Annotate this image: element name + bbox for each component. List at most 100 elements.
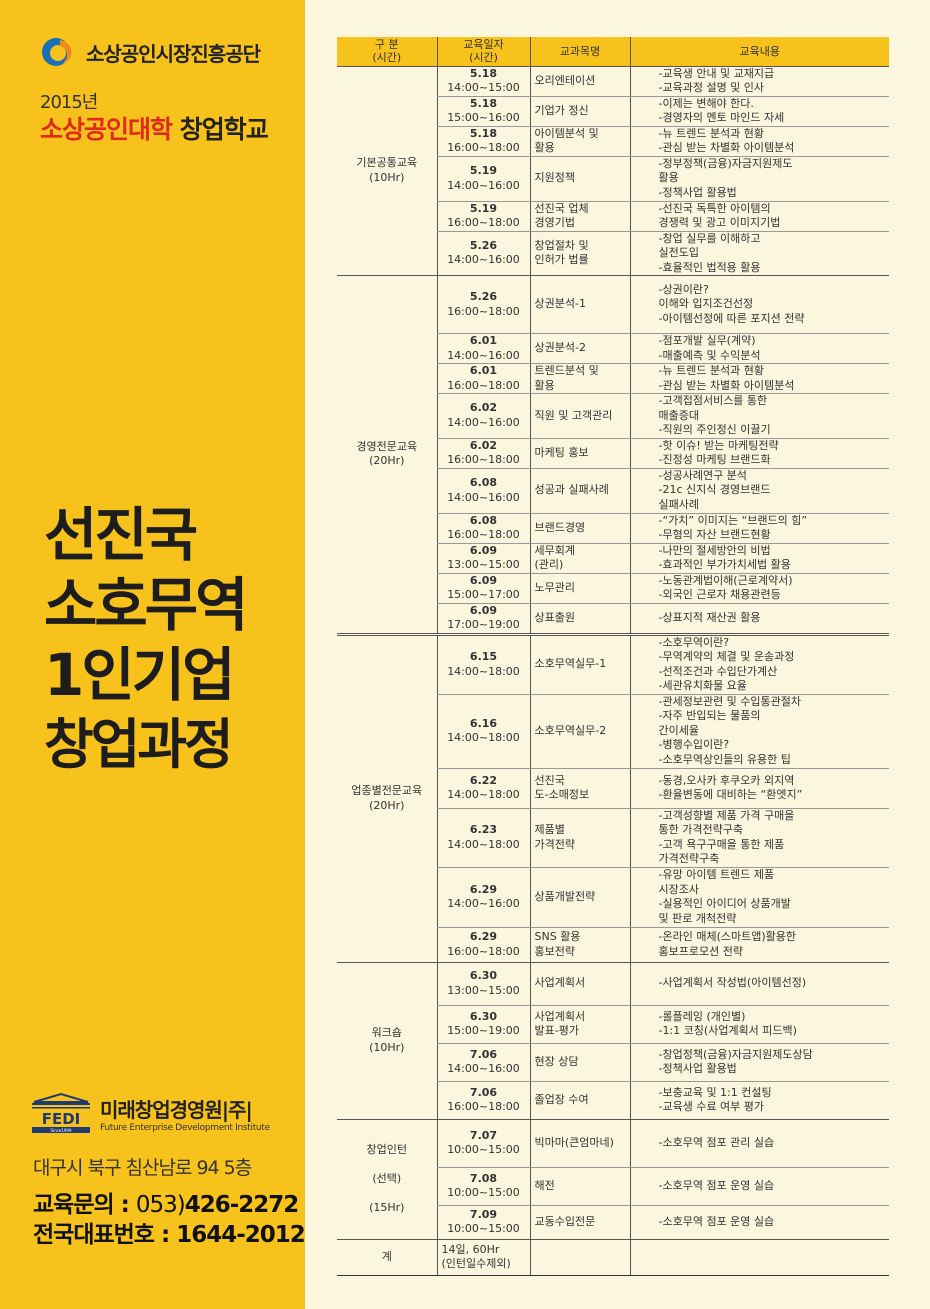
date-cell: 7.06 16:00~18:00 [436,1081,530,1120]
date-cell: 6.01 14:00~16:00 [436,333,530,364]
subject-cell: 사업계획서 발표-평가 [529,1005,630,1044]
content-cell: -동경,오사카 후쿠오카 외지역 -환율변동에 대비하는 “환엣지” [629,768,889,809]
content-cell: -온라인 매체(스마트앱)활용한 홍보프로모션 전략 [629,927,889,963]
rep-number-value: 1644-2012 [176,1222,306,1248]
rep-label: 전국대표번호 : [33,1222,177,1248]
time: 10:00~15:00 [447,1222,520,1235]
subject-cell: 직원 및 고객관리 [529,393,630,439]
date: 6.08 [469,476,498,489]
table-row: 5.19 14:00~16:00 지원정책 -정부정책(금융)자금지원제도 활용 -정… [337,156,889,202]
time: 13:00~15:00 [447,558,520,571]
table-row: 기본공통교육 (10Hr) 5.18 14:00~15:00 오리엔테이션 -교육생 안… [337,66,889,276]
subject-cell: 노무관리 [529,573,630,604]
date-cell: 6.09 17:00~19:00 [436,603,530,636]
subject-cell: 성공과 실패사례 [529,468,630,514]
year-label: 2015년 [40,92,98,113]
content-cell: -점포개발 실무(계약) -매출예측 및 수익분석 [629,333,889,364]
edu-number: 426-2272 [184,1192,300,1218]
date-cell: 6.23 14:00~18:00 [436,808,530,868]
date: 7.06 [469,1047,498,1061]
table-row: 7.06 14:00~16:00 현장 상담 -창업정책(금융)자금지원제도상담 -정… [337,1043,889,1082]
content-cell: -관세정보관련 및 수입통관절차 -자주 반입되는 물품의 간이세율 -병행수입… [629,694,889,769]
school-name-red: 소상공인대학 [40,115,173,144]
time: 14:00~18:00 [447,731,520,744]
table-row: 6.22 14:00~18:00 선진국 도-소매정보 -동경,오사카 후쿠오카 외지… [337,768,889,809]
rep-number: 전국대표번호 : 1644-2012 [33,1215,306,1249]
content-cell: -소호무역 점포 운영 실습 [629,1205,889,1240]
date-cell: 6.15 14:00~18:00 [436,634,530,695]
subject-cell: 선진국 도-소매정보 [529,768,630,809]
table-row: 7.08 10:00~15:00 해전 -소호무역 점포 운영 실습 [337,1167,889,1206]
table-header: 구 분 (시간) 교육일자 (시간) 교과목명 교육내용 [337,37,889,67]
date-cell: 6.02 14:00~16:00 [436,393,530,439]
time: 13:00~15:00 [447,983,520,997]
time: 14:00~18:00 [447,788,520,801]
date-cell: 5.18 16:00~18:00 [436,126,530,157]
date: 6.01 [469,364,498,377]
subject-cell: 세무회계 (관리) [529,543,630,574]
content-cell: -고객접점서비스를 통한 매출증대 -직원의 주인정신 이끌기 [629,393,889,439]
table-row: 워크숍 (10Hr) 6.30 13:00~15:00 사업계획서 -사업계획서 작성법… [337,962,889,1120]
date-cell: 6.08 14:00~16:00 [436,468,530,514]
fedi-building-icon: FEDI Since1999 [32,1092,90,1133]
category-cell: 워크숍 (10Hr) [337,962,437,1120]
subject-cell: 소호무역실무-2 [529,694,630,769]
content-cell: -“가치” 이미지는 “브랜드의 힘” -무형의 자산 브랜드현황 [629,513,889,544]
table-row: 6.16 14:00~18:00 소호무역실무-2 -관세정보관련 및 수입통관절차 … [337,694,889,769]
time: 14:00~15:00 [447,81,520,94]
time: 16:00~18:00 [447,216,520,229]
date: 6.09 [469,603,498,617]
table-row: 6.02 14:00~16:00 직원 및 고객관리 -고객접점서비스를 통한 매출증… [337,393,889,439]
content-cell: -정부정책(금융)자금지원제도 활용 -정책사업 활용법 [629,156,889,202]
table-row: 7.06 16:00~18:00 졸업장 수여 -보충교육 및 1:1 컨설팅 -교육… [337,1081,889,1120]
table-row: 6.29 16:00~18:00 SNS 활용 홍보전략 -온라인 매체(스마트앱)활… [337,927,889,963]
date-cell: 7.07 10:00~15:00 [436,1119,530,1168]
edu-inquiry: 교육문의 : 053)426-2272 [33,1185,300,1219]
date: 5.26 [469,290,498,303]
date: 7.08 [469,1171,498,1185]
date-cell: 6.09 15:00~17:00 [436,573,530,604]
table-row: 6.29 14:00~16:00 상품개발전략 -유망 아이템 트렌드 제품 시장조사… [337,867,889,928]
subject-cell: 소호무역실무-1 [529,634,630,695]
time: 14:00~16:00 [447,897,520,910]
table-row: 6.30 15:00~19:00 사업계획서 발표-평가 -롤플레잉 (개인별) -1… [337,1005,889,1044]
time: 16:00~18:00 [447,1100,520,1113]
subject-cell: 상표출원 [529,603,630,636]
date-cell: 5.19 14:00~16:00 [436,156,530,202]
content-cell: -뉴 트렌드 분석과 현황 -관심 받는 차별화 아이템분석 [629,363,889,394]
org-name: 소상공인시장진흥공단 [86,41,261,66]
subject-cell: 제품별 가격전략 [529,808,630,868]
edu-inquiry-label: 교육문의 : [33,1192,136,1218]
time: 16:00~18:00 [447,453,520,466]
date: 6.29 [469,882,498,896]
time: 14:00~16:00 [447,1062,520,1075]
table-row: 창업인턴 (선택) (15Hr) 7.07 10:00~15:00 빅마마(큰엄마네)… [337,1119,889,1240]
table-row: 7.09 10:00~15:00 교동수입전문 -소호무역 점포 운영 실습 [337,1205,889,1240]
time: 15:00~16:00 [447,111,520,124]
schedule-table: 구 분 (시간) 교육일자 (시간) 교과목명 교육내용 기본공통교육 (10H… [337,37,889,1276]
table-row: 6.09 15:00~17:00 노무관리 -노동관계법이해(근로계약서) -외국인 … [337,573,889,604]
header-date: 교육일자 (시간) [436,37,530,67]
content-cell: -선진국 독특한 아이템의 경쟁력 및 광고 이미지기법 [629,201,889,232]
content-cell: -창업 실무를 이해하고 실전도입 -효율적인 법적용 활용 [629,231,889,276]
school-name-black: 창업학교 [179,115,269,144]
table-row: 6.09 13:00~15:00 세무회계 (관리) -나만의 절세방안의 비법 -효… [337,543,889,574]
date: 6.29 [469,930,498,943]
subject-cell: 창업절차 및 인허가 법률 [529,231,630,276]
total-value: 14일, 60Hr (인턴일수제외) [436,1239,530,1276]
date: 5.19 [469,164,498,177]
date: 6.09 [469,573,498,587]
subject-cell: 상권분석-2 [529,333,630,364]
subject-cell: SNS 활용 홍보전략 [529,927,630,963]
date-cell: 6.09 13:00~15:00 [436,543,530,574]
date-cell: 5.19 16:00~18:00 [436,201,530,232]
date: 6.08 [469,513,498,527]
time: 14:00~16:00 [447,415,520,429]
date: 5.18 [469,66,498,80]
org-logo-icon [42,38,72,66]
partner-name-en: Future Enterprise Development Institute [100,1122,270,1133]
date-cell: 5.18 14:00~15:00 [436,66,530,97]
table-row: 5.18 16:00~18:00 아이템분석 및 활용 -뉴 트렌드 분석과 현황 -… [337,126,889,157]
subject-cell: 교동수입전문 [529,1205,630,1240]
time: 16:00~18:00 [447,944,520,958]
